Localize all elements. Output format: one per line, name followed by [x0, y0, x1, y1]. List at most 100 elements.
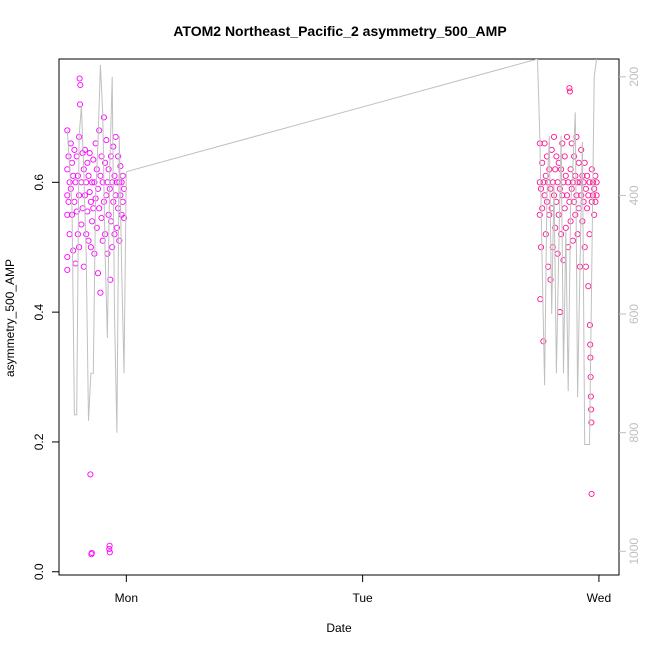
data-point [93, 224, 100, 231]
data-point [588, 198, 595, 205]
data-point [552, 166, 559, 173]
data-point [84, 208, 91, 215]
data-point [566, 88, 573, 95]
data-point [72, 260, 79, 267]
data-point [86, 189, 93, 196]
data-point [97, 289, 104, 296]
data-point [87, 198, 94, 205]
data-point [84, 159, 91, 166]
data-point [67, 140, 74, 147]
data-point [97, 172, 104, 179]
data-point [117, 163, 124, 170]
data-point [80, 263, 87, 270]
axes: Mon Tue Wed 0.0 0.2 0.4 0.6 200 400 600 800 1000 [32, 66, 641, 605]
data-point [592, 172, 599, 179]
x-tick-label: Mon [115, 591, 138, 605]
data-point [553, 153, 560, 160]
data-point [584, 205, 591, 212]
data-point [582, 185, 589, 192]
data-point [592, 198, 599, 205]
data-point [77, 81, 84, 89]
y2-tick-label: 400 [627, 185, 641, 205]
data-point [65, 198, 72, 205]
data-point [99, 179, 106, 186]
data-point [588, 166, 595, 173]
data-point [89, 179, 96, 186]
data-point [87, 244, 94, 251]
data-point [585, 192, 592, 199]
data-point [537, 296, 544, 303]
data-point [588, 406, 595, 413]
data-point [588, 490, 595, 497]
data-point [98, 214, 105, 222]
data-point [560, 179, 567, 186]
data-point [542, 231, 549, 238]
data-point [85, 237, 92, 244]
data-point [586, 179, 593, 186]
data-point [81, 146, 89, 153]
data-point [90, 156, 97, 163]
data-point [539, 159, 546, 166]
data-point [537, 244, 545, 251]
y2-tick-label: 200 [627, 66, 641, 86]
data-point [575, 159, 582, 166]
chart-title: ATOM2 Northeast_Pacific_2 asymmetry_500_… [173, 23, 506, 39]
data-point [83, 179, 90, 186]
data-point [542, 172, 549, 179]
data-point [586, 231, 593, 238]
data-point [72, 179, 79, 186]
data-point [566, 198, 573, 205]
data-point [78, 221, 85, 228]
data-point [112, 133, 119, 140]
y2-tick-label: 1000 [627, 538, 641, 565]
data-point [545, 179, 552, 186]
data-point [547, 276, 554, 283]
data-point [107, 153, 115, 160]
depth-line [66, 59, 598, 445]
data-point [64, 211, 71, 218]
data-point [593, 192, 600, 199]
data-point [536, 179, 543, 186]
data-point [103, 137, 110, 144]
data-point [85, 172, 92, 179]
x-tick-label: Tue [353, 591, 374, 605]
data-point [562, 172, 569, 179]
y-tick-label: 0.6 [32, 174, 46, 191]
data-point [552, 224, 559, 231]
data-point [109, 244, 116, 251]
data-point [98, 153, 105, 160]
data-point [70, 247, 77, 254]
data-point [546, 211, 553, 218]
data-point [66, 231, 73, 238]
data-point [106, 542, 113, 549]
data-point [559, 140, 566, 147]
data-point [587, 341, 594, 348]
data-point [76, 75, 83, 82]
data-point [541, 140, 548, 147]
data-point [102, 159, 109, 166]
data-point [591, 185, 598, 192]
data-point [120, 214, 128, 222]
data-point [561, 153, 568, 160]
data-point [105, 166, 112, 173]
data-point [66, 179, 73, 186]
data-point [64, 266, 71, 273]
data-point [119, 172, 126, 179]
data-point [563, 192, 571, 199]
data-point [562, 224, 569, 231]
data-point [88, 549, 95, 556]
data-point [558, 231, 565, 238]
y-tick-label: 0.2 [32, 433, 46, 450]
data-point [550, 133, 558, 140]
data-point [86, 150, 93, 157]
y2-tick-label: 600 [627, 304, 641, 324]
data-point [539, 205, 546, 212]
data-point [580, 179, 587, 186]
data-point [582, 263, 589, 270]
data-point [96, 205, 103, 212]
data-point [113, 179, 120, 186]
data-point [593, 179, 600, 186]
data-point [571, 153, 578, 160]
data-point [94, 270, 102, 277]
data-point [111, 231, 118, 238]
